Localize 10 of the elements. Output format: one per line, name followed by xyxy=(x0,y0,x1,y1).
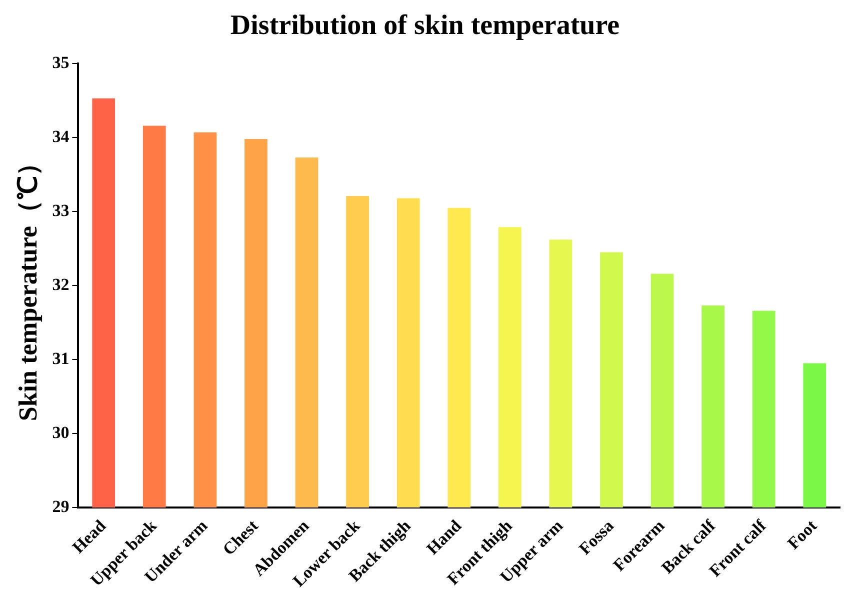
y-tick-label: 29 xyxy=(52,496,70,516)
y-tick-label: 33 xyxy=(52,200,70,220)
x-tick-label: Foot xyxy=(784,516,821,553)
y-axis-title: Skin temperature（℃） xyxy=(13,150,42,422)
y-tick-label: 35 xyxy=(52,52,70,72)
y-tick-label: 30 xyxy=(52,422,70,442)
chart-title: Distribution of skin temperature xyxy=(230,10,620,42)
y-tick-label: 32 xyxy=(52,274,70,294)
y-tick-label: 34 xyxy=(52,126,70,146)
y-tick-label: 31 xyxy=(52,348,70,368)
